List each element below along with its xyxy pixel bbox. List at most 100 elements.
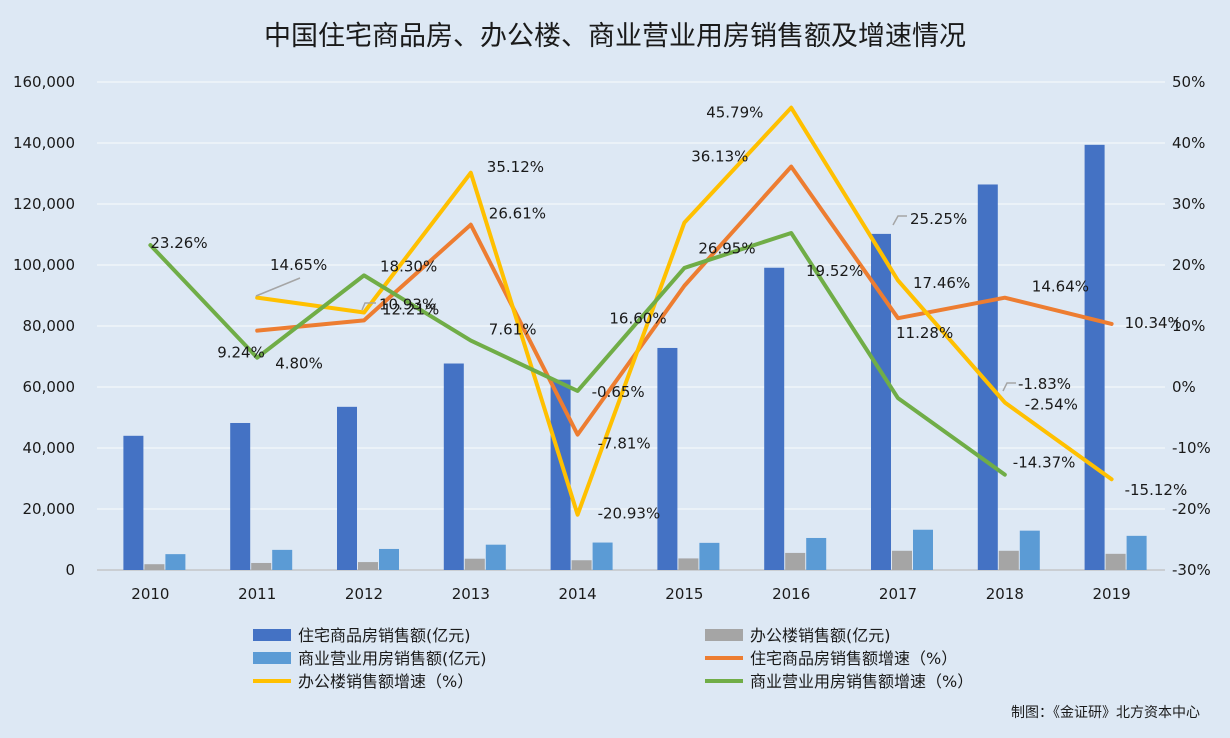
data-label: 19.52% <box>806 262 863 280</box>
data-label: 11.28% <box>896 324 953 342</box>
bar-3 <box>165 554 186 570</box>
bar-1 <box>230 422 251 570</box>
data-label: -15.12% <box>1125 481 1188 499</box>
x-tick-label: 2014 <box>559 585 597 603</box>
bar-2 <box>678 558 699 570</box>
left-tick-label: 20,000 <box>23 500 76 518</box>
line-series-2 <box>255 105 1114 517</box>
bar-1 <box>657 347 678 570</box>
data-label: 4.80% <box>275 355 323 373</box>
bar-1 <box>764 267 785 570</box>
bar-2 <box>144 564 165 570</box>
right-tick-label: 50% <box>1172 73 1205 91</box>
leader-lines <box>255 215 1016 392</box>
x-tick-label: 2013 <box>452 585 490 603</box>
data-label: 26.61% <box>489 205 546 223</box>
right-axis: -30% -20% -10% 0% 10% 20% 30% 40% 50% <box>1172 73 1211 579</box>
data-label: 25.25% <box>910 210 967 228</box>
bar-2 <box>785 552 806 570</box>
x-tick-label: 2019 <box>1093 585 1131 603</box>
legend-swatch-bar <box>253 652 291 664</box>
data-label: 10.34% <box>1125 314 1182 332</box>
data-label: 36.13% <box>691 148 748 166</box>
bar-3 <box>913 529 933 570</box>
bar-2 <box>464 558 485 570</box>
bar-1 <box>550 379 571 570</box>
bar-2 <box>892 550 912 570</box>
data-label: 45.79% <box>706 104 763 122</box>
left-tick-label: 120,000 <box>13 195 75 213</box>
legend-label: 办公楼销售额(亿元) <box>750 626 891 645</box>
left-tick-label: 80,000 <box>23 317 76 335</box>
legend-swatch-bar <box>705 629 743 641</box>
data-label: 10.93% <box>379 295 436 313</box>
left-tick-label: 160,000 <box>13 73 75 91</box>
x-tick-label: 2015 <box>665 585 703 603</box>
data-label: -20.93% <box>598 505 661 523</box>
left-tick-label: 140,000 <box>13 134 75 152</box>
line-series-3 <box>148 230 1007 477</box>
x-tick-label: 2017 <box>879 585 917 603</box>
bar-2 <box>1105 553 1126 570</box>
leader-line <box>892 215 907 226</box>
data-label: 35.12% <box>487 158 544 176</box>
data-label: -1.83% <box>1018 375 1071 393</box>
bar-1 <box>1084 144 1105 570</box>
leader-line <box>255 277 301 297</box>
x-tick-label: 2018 <box>986 585 1024 603</box>
right-tick-label: -20% <box>1172 500 1211 518</box>
data-label: 9.24% <box>217 344 265 362</box>
bar-3 <box>1126 535 1147 570</box>
credit-text: 制图：《金证研》北方资本中心 <box>1011 705 1200 721</box>
bar-3 <box>1019 530 1040 570</box>
left-tick-label: 60,000 <box>23 378 76 396</box>
data-label: 17.46% <box>913 274 970 292</box>
chart-title: 中国住宅商品房、办公楼、商业营业用房销售额及增速情况 <box>264 21 966 52</box>
right-tick-label: 10% <box>1172 317 1205 335</box>
line-series-1 <box>255 164 1114 437</box>
x-tick-label: 2012 <box>345 585 383 603</box>
bar-2 <box>358 562 378 570</box>
right-tick-label: -10% <box>1172 439 1211 457</box>
bar-2 <box>251 562 272 570</box>
data-label: -2.54% <box>1025 395 1078 413</box>
gridlines <box>97 81 1165 571</box>
left-tick-label: 0 <box>65 561 75 579</box>
left-tick-label: 100,000 <box>13 256 75 274</box>
data-label: -14.37% <box>1013 454 1076 472</box>
leader-line <box>1002 382 1016 392</box>
legend-label: 住宅商品房销售额增速（%） <box>750 649 957 668</box>
bar-layer <box>123 144 1147 571</box>
bar-3 <box>806 537 827 570</box>
data-label: 14.64% <box>1032 278 1089 296</box>
right-tick-label: 20% <box>1172 256 1205 274</box>
x-tick-label: 2016 <box>772 585 810 603</box>
bar-2 <box>571 560 592 570</box>
data-label: 26.95% <box>698 240 755 258</box>
left-tick-label: 40,000 <box>23 439 76 457</box>
legend-label: 商业营业用房销售额(亿元) <box>298 649 487 668</box>
line-layer <box>148 105 1114 517</box>
data-label: 18.30% <box>380 257 437 275</box>
bar-3 <box>699 542 720 570</box>
legend-label: 办公楼销售额增速（%） <box>298 672 473 691</box>
legend-swatch-bar <box>253 629 291 641</box>
bar-3 <box>485 544 506 570</box>
bar-1 <box>443 363 464 570</box>
x-tick-label: 2011 <box>238 585 276 603</box>
legend-label: 住宅商品房销售额(亿元) <box>298 626 471 645</box>
data-label: 23.26% <box>150 234 207 252</box>
bar-3 <box>379 548 399 570</box>
data-label: -0.65% <box>592 383 645 401</box>
x-axis: 2010 2011 2012 2013 2014 2015 2016 2017 2018 2019 <box>131 585 1130 603</box>
right-tick-label: 30% <box>1172 195 1205 213</box>
right-tick-label: 0% <box>1172 378 1196 396</box>
bar-1 <box>337 406 357 570</box>
data-label: 7.61% <box>489 321 537 339</box>
leader-line <box>361 302 376 311</box>
bar-1 <box>977 184 998 571</box>
x-tick-label: 2010 <box>131 585 169 603</box>
data-label: 14.65% <box>270 256 327 274</box>
